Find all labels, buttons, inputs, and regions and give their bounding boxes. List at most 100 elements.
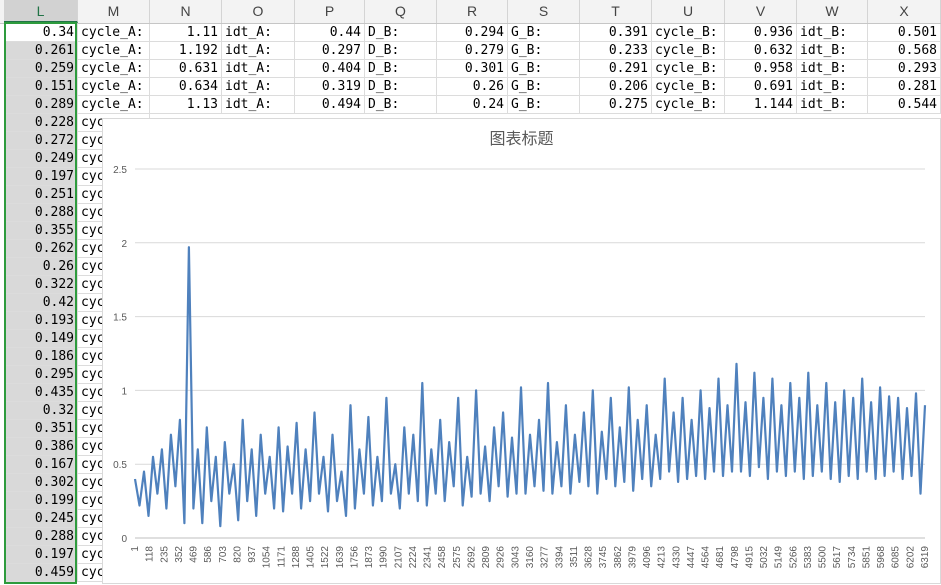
cell-v[interactable]: 1.144 bbox=[725, 96, 797, 114]
cell-l[interactable]: 0.386 bbox=[4, 438, 78, 456]
column-header-u[interactable]: U bbox=[652, 0, 725, 23]
cell-p[interactable]: 0.297 bbox=[295, 42, 365, 60]
cell-l[interactable]: 0.26 bbox=[4, 258, 78, 276]
cell-v[interactable]: 0.936 bbox=[725, 24, 797, 42]
cell-w[interactable]: idt_B: bbox=[797, 78, 868, 96]
column-header-v[interactable]: V bbox=[725, 0, 797, 23]
cell-n[interactable]: 1.11 bbox=[150, 24, 222, 42]
cell-o[interactable]: idt_A: bbox=[222, 42, 295, 60]
cell-p[interactable]: 0.494 bbox=[295, 96, 365, 114]
cell-w[interactable]: idt_B: bbox=[797, 24, 868, 42]
cell-l[interactable]: 0.302 bbox=[4, 474, 78, 492]
cell-l[interactable]: 0.351 bbox=[4, 420, 78, 438]
cell-l[interactable]: 0.197 bbox=[4, 168, 78, 186]
cell-s[interactable]: G_B: bbox=[508, 96, 580, 114]
cell-l[interactable]: 0.151 bbox=[4, 78, 78, 96]
cell-l[interactable]: 0.459 bbox=[4, 564, 78, 582]
cell-q[interactable]: D_B: bbox=[365, 42, 437, 60]
series-line[interactable] bbox=[133, 246, 927, 528]
column-header-n[interactable]: N bbox=[150, 0, 222, 23]
cell-t[interactable]: 0.391 bbox=[580, 24, 652, 42]
cell-l[interactable]: 0.295 bbox=[4, 366, 78, 384]
cell-u[interactable]: cycle_B: bbox=[652, 78, 725, 96]
cell-p[interactable]: 0.404 bbox=[295, 60, 365, 78]
cell-m[interactable]: cycle_A: bbox=[78, 24, 150, 42]
cell-l[interactable]: 0.272 bbox=[4, 132, 78, 150]
cell-x[interactable]: 0.501 bbox=[868, 24, 941, 42]
cell-w[interactable]: idt_B: bbox=[797, 42, 868, 60]
cell-s[interactable]: G_B: bbox=[508, 24, 580, 42]
column-header-m[interactable]: M bbox=[78, 0, 150, 23]
column-header-x[interactable]: X bbox=[868, 0, 941, 23]
chart-object[interactable]: 图表标题 0 0.5 1 1.5 2 2.5 1 118 235 352 469 586 703 820 9… bbox=[102, 118, 941, 584]
cell-x[interactable]: 0.544 bbox=[868, 96, 941, 114]
cell-r[interactable]: 0.26 bbox=[437, 78, 508, 96]
cell-l[interactable]: 0.262 bbox=[4, 240, 78, 258]
cell-v[interactable]: 0.958 bbox=[725, 60, 797, 78]
cell-l[interactable]: 0.251 bbox=[4, 186, 78, 204]
cell-m[interactable]: cycle_A: bbox=[78, 60, 150, 78]
cell-l[interactable]: 0.245 bbox=[4, 510, 78, 528]
cell-o[interactable]: idt_A: bbox=[222, 96, 295, 114]
cell-s[interactable]: G_B: bbox=[508, 78, 580, 96]
cell-l[interactable]: 0.289 bbox=[4, 96, 78, 114]
cell-u[interactable]: cycle_B: bbox=[652, 96, 725, 114]
cell-w[interactable]: idt_B: bbox=[797, 60, 868, 78]
column-header-s[interactable]: S bbox=[508, 0, 580, 23]
cell-n[interactable]: 1.192 bbox=[150, 42, 222, 60]
column-header-w[interactable]: W bbox=[797, 0, 868, 23]
cell-l[interactable]: 0.435 bbox=[4, 384, 78, 402]
column-header-l[interactable]: L bbox=[4, 0, 78, 23]
cell-l[interactable]: 0.259 bbox=[4, 60, 78, 78]
cell-l[interactable]: 0.199 bbox=[4, 492, 78, 510]
column-header-p[interactable]: P bbox=[295, 0, 365, 23]
cell-x[interactable]: 0.281 bbox=[868, 78, 941, 96]
cell-m[interactable]: cycle_A: bbox=[78, 78, 150, 96]
cell-l[interactable]: 0.32 bbox=[4, 402, 78, 420]
cell-l[interactable]: 0.167 bbox=[4, 456, 78, 474]
cell-v[interactable]: 0.632 bbox=[725, 42, 797, 60]
cell-u[interactable]: cycle_B: bbox=[652, 42, 725, 60]
cell-l[interactable]: 0.193 bbox=[4, 312, 78, 330]
cell-u[interactable]: cycle_B: bbox=[652, 60, 725, 78]
cell-x[interactable]: 0.293 bbox=[868, 60, 941, 78]
cell-s[interactable]: G_B: bbox=[508, 60, 580, 78]
cell-r[interactable]: 0.294 bbox=[437, 24, 508, 42]
cell-v[interactable]: 0.691 bbox=[725, 78, 797, 96]
cell-t[interactable]: 0.233 bbox=[580, 42, 652, 60]
cell-q[interactable]: D_B: bbox=[365, 60, 437, 78]
cell-n[interactable]: 0.631 bbox=[150, 60, 222, 78]
cell-l[interactable]: 0.249 bbox=[4, 150, 78, 168]
cell-l[interactable]: 0.228 bbox=[4, 114, 78, 132]
cell-n[interactable]: 0.634 bbox=[150, 78, 222, 96]
cell-m[interactable]: cycle_A: bbox=[78, 42, 150, 60]
cell-l[interactable]: 0.261 bbox=[4, 42, 78, 60]
cell-o[interactable]: idt_A: bbox=[222, 78, 295, 96]
cell-n[interactable]: 1.13 bbox=[150, 96, 222, 114]
cell-o[interactable]: idt_A: bbox=[222, 60, 295, 78]
cell-l[interactable]: 0.355 bbox=[4, 222, 78, 240]
cell-l[interactable]: 0.322 bbox=[4, 276, 78, 294]
cell-l[interactable]: 0.149 bbox=[4, 330, 78, 348]
cell-w[interactable]: idt_B: bbox=[797, 96, 868, 114]
cell-l[interactable]: 0.34 bbox=[4, 24, 78, 42]
cell-t[interactable]: 0.291 bbox=[580, 60, 652, 78]
cell-l[interactable]: 0.197 bbox=[4, 546, 78, 564]
cell-q[interactable]: D_B: bbox=[365, 96, 437, 114]
cell-r[interactable]: 0.24 bbox=[437, 96, 508, 114]
cell-o[interactable]: idt_A: bbox=[222, 24, 295, 42]
cell-p[interactable]: 0.319 bbox=[295, 78, 365, 96]
cell-l[interactable]: 0.288 bbox=[4, 204, 78, 222]
cell-l[interactable]: 0.42 bbox=[4, 294, 78, 312]
cell-t[interactable]: 0.275 bbox=[580, 96, 652, 114]
cell-x[interactable]: 0.568 bbox=[868, 42, 941, 60]
cell-u[interactable]: cycle_B: bbox=[652, 24, 725, 42]
cell-s[interactable]: G_B: bbox=[508, 42, 580, 60]
column-header-q[interactable]: Q bbox=[365, 0, 437, 23]
column-header-t[interactable]: T bbox=[580, 0, 652, 23]
cell-l[interactable]: 0.186 bbox=[4, 348, 78, 366]
cell-l[interactable]: 0.288 bbox=[4, 528, 78, 546]
cell-t[interactable]: 0.206 bbox=[580, 78, 652, 96]
cell-r[interactable]: 0.279 bbox=[437, 42, 508, 60]
cell-q[interactable]: D_B: bbox=[365, 24, 437, 42]
